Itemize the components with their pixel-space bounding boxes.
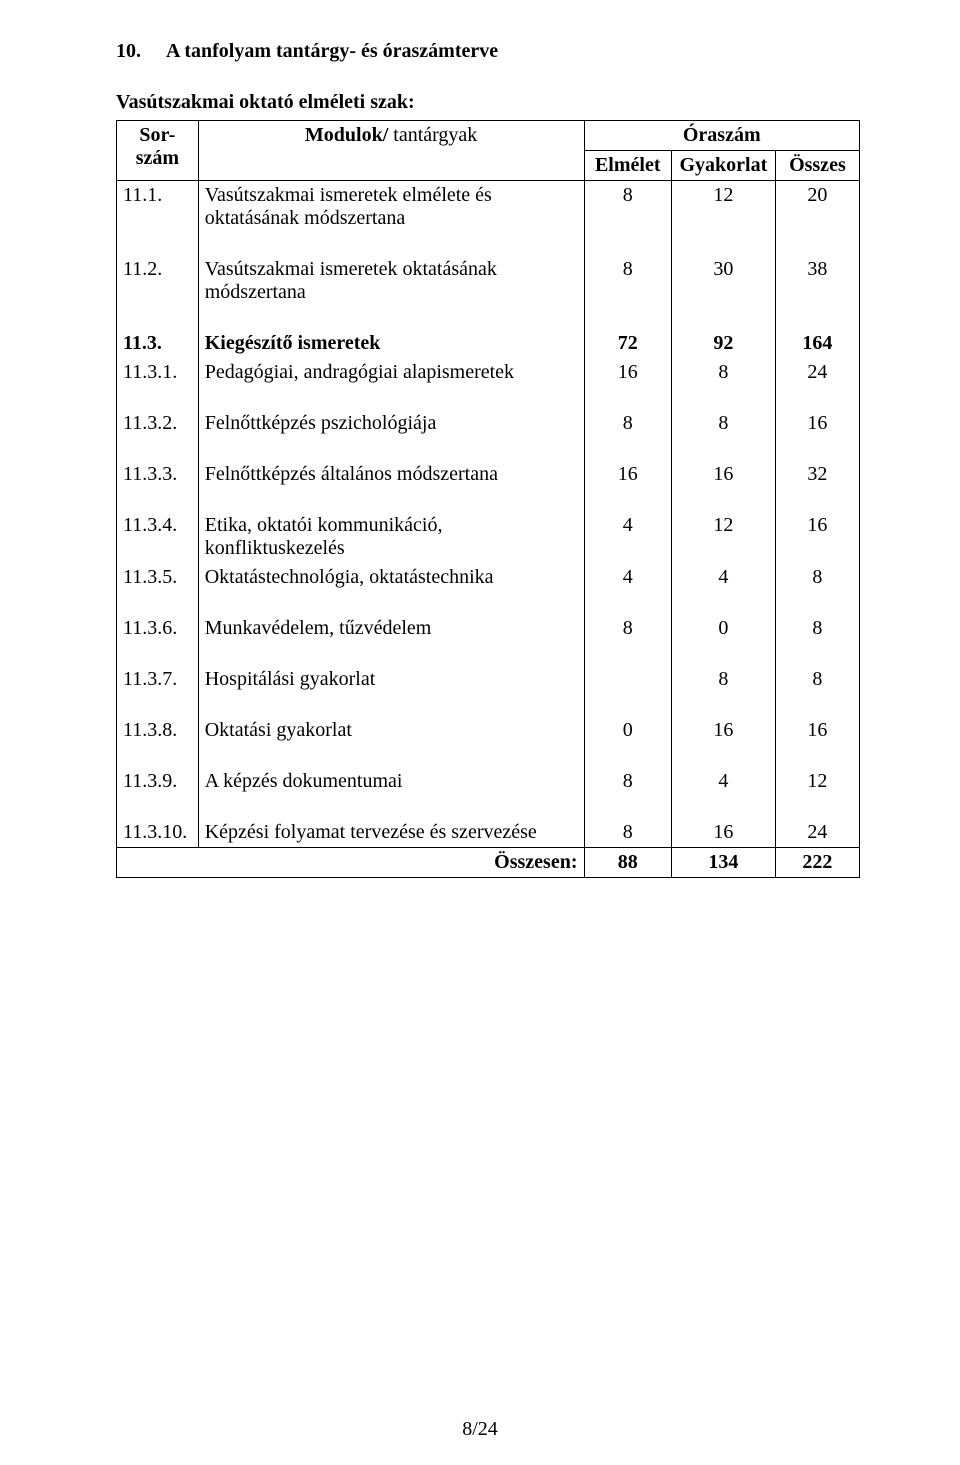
table-row: 11.2. Vasútszakmai ismeretek oktatásának… — [117, 255, 860, 307]
row-name: Képzési folyamat tervezése és szervezése — [198, 818, 584, 848]
row-g: 12 — [671, 511, 775, 563]
row-g: 0 — [671, 614, 775, 643]
row-e: 4 — [584, 563, 671, 592]
header-col2: Modulok/ tantárgyak — [198, 121, 584, 181]
row-o: 8 — [775, 665, 859, 694]
table-row: 11.3. Kiegészítő ismeretek 72 92 164 — [117, 329, 860, 358]
row-o: 20 — [775, 181, 859, 234]
row-g: 92 — [671, 329, 775, 358]
row-e: 8 — [584, 767, 671, 796]
row-num: 11.3.8. — [117, 716, 199, 745]
row-e: 4 — [584, 511, 671, 563]
row-e: 8 — [584, 255, 671, 307]
row-num: 11.3.6. — [117, 614, 199, 643]
row-e: 8 — [584, 409, 671, 438]
row-num: 11.1. — [117, 181, 199, 234]
row-num: 11.3.10. — [117, 818, 199, 848]
row-e: 72 — [584, 329, 671, 358]
row-name: Hospitálási gyakorlat — [198, 665, 584, 694]
row-name: Pedagógiai, andragógiai alapismeretek — [198, 358, 584, 387]
row-e: 8 — [584, 181, 671, 234]
row-g: 8 — [671, 358, 775, 387]
row-num: 11.3.9. — [117, 767, 199, 796]
table-row: 11.3.6. Munkavédelem, tűzvédelem 8 0 8 — [117, 614, 860, 643]
subheading: Vasútszakmai oktató elméleti szak: — [116, 91, 860, 114]
row-name: Munkavédelem, tűzvédelem — [198, 614, 584, 643]
total-o: 222 — [775, 848, 859, 878]
row-o: 32 — [775, 460, 859, 489]
row-g: 30 — [671, 255, 775, 307]
row-g: 8 — [671, 409, 775, 438]
row-g: 8 — [671, 665, 775, 694]
row-g: 16 — [671, 818, 775, 848]
table-row: 11.3.10. Képzési folyamat tervezése és s… — [117, 818, 860, 848]
table-total-row: Összesen: 88 134 222 — [117, 848, 860, 878]
row-o: 24 — [775, 818, 859, 848]
row-num: 11.3.4. — [117, 511, 199, 563]
row-o: 38 — [775, 255, 859, 307]
header-osszes: Összes — [775, 151, 859, 181]
row-name: Felnőttképzés általános módszertana — [198, 460, 584, 489]
header-elmelet: Elmélet — [584, 151, 671, 181]
row-g: 4 — [671, 767, 775, 796]
total-e: 88 — [584, 848, 671, 878]
table-row: 11.3.5. Oktatástechnológia, oktatástechn… — [117, 563, 860, 592]
row-e: 16 — [584, 358, 671, 387]
table-row: 11.3.8. Oktatási gyakorlat 0 16 16 — [117, 716, 860, 745]
header-gyakorlat: Gyakorlat — [671, 151, 775, 181]
row-num: 11.2. — [117, 255, 199, 307]
row-e: 8 — [584, 614, 671, 643]
table-row: 11.3.2. Felnőttképzés pszichológiája 8 8… — [117, 409, 860, 438]
page-footer: 8/24 — [0, 1418, 960, 1441]
row-e: 8 — [584, 818, 671, 848]
course-table: Sor-szám Modulok/ tantárgyak Óraszám Elm… — [116, 120, 860, 878]
row-o: 16 — [775, 511, 859, 563]
row-num: 11.3. — [117, 329, 199, 358]
row-num: 11.3.2. — [117, 409, 199, 438]
row-o: 24 — [775, 358, 859, 387]
row-g: 12 — [671, 181, 775, 234]
row-o: 12 — [775, 767, 859, 796]
row-o: 16 — [775, 716, 859, 745]
table-row: 11.3.3. Felnőttképzés általános módszert… — [117, 460, 860, 489]
row-name: A képzés dokumentumai — [198, 767, 584, 796]
row-name: Oktatási gyakorlat — [198, 716, 584, 745]
row-o: 164 — [775, 329, 859, 358]
table-row: 11.3.1. Pedagógiai, andragógiai alapisme… — [117, 358, 860, 387]
row-name: Vasútszakmai ismeretek elmélete és oktat… — [198, 181, 584, 234]
row-e: 0 — [584, 716, 671, 745]
header-col1: Sor-szám — [117, 121, 199, 181]
row-name: Oktatástechnológia, oktatástechnika — [198, 563, 584, 592]
total-g: 134 — [671, 848, 775, 878]
row-num: 11.3.7. — [117, 665, 199, 694]
header-col3-span: Óraszám — [584, 121, 860, 151]
row-o: 8 — [775, 563, 859, 592]
row-name: Kiegészítő ismeretek — [198, 329, 584, 358]
total-label: Összesen: — [117, 848, 585, 878]
row-num: 11.3.1. — [117, 358, 199, 387]
row-name: Vasútszakmai ismeretek oktatásának módsz… — [198, 255, 584, 307]
row-name: Etika, oktatói kommunikáció, konfliktusk… — [198, 511, 584, 563]
section-heading: 10. A tanfolyam tantárgy- és óraszámterv… — [116, 40, 860, 63]
row-e: 16 — [584, 460, 671, 489]
row-g: 4 — [671, 563, 775, 592]
row-g: 16 — [671, 460, 775, 489]
row-o: 8 — [775, 614, 859, 643]
table-row: 11.3.9. A képzés dokumentumai 8 4 12 — [117, 767, 860, 796]
heading-number: 10. — [116, 40, 141, 62]
row-g: 16 — [671, 716, 775, 745]
row-num: 11.3.5. — [117, 563, 199, 592]
row-num: 11.3.3. — [117, 460, 199, 489]
table-row: 11.3.4. Etika, oktatói kommunikáció, kon… — [117, 511, 860, 563]
row-o: 16 — [775, 409, 859, 438]
table-row: 11.3.7. Hospitálási gyakorlat 8 8 — [117, 665, 860, 694]
row-name: Felnőttképzés pszichológiája — [198, 409, 584, 438]
heading-title: A tanfolyam tantárgy- és óraszámterve — [166, 40, 498, 62]
table-row: 11.1. Vasútszakmai ismeretek elmélete és… — [117, 181, 860, 234]
row-e — [584, 665, 671, 694]
